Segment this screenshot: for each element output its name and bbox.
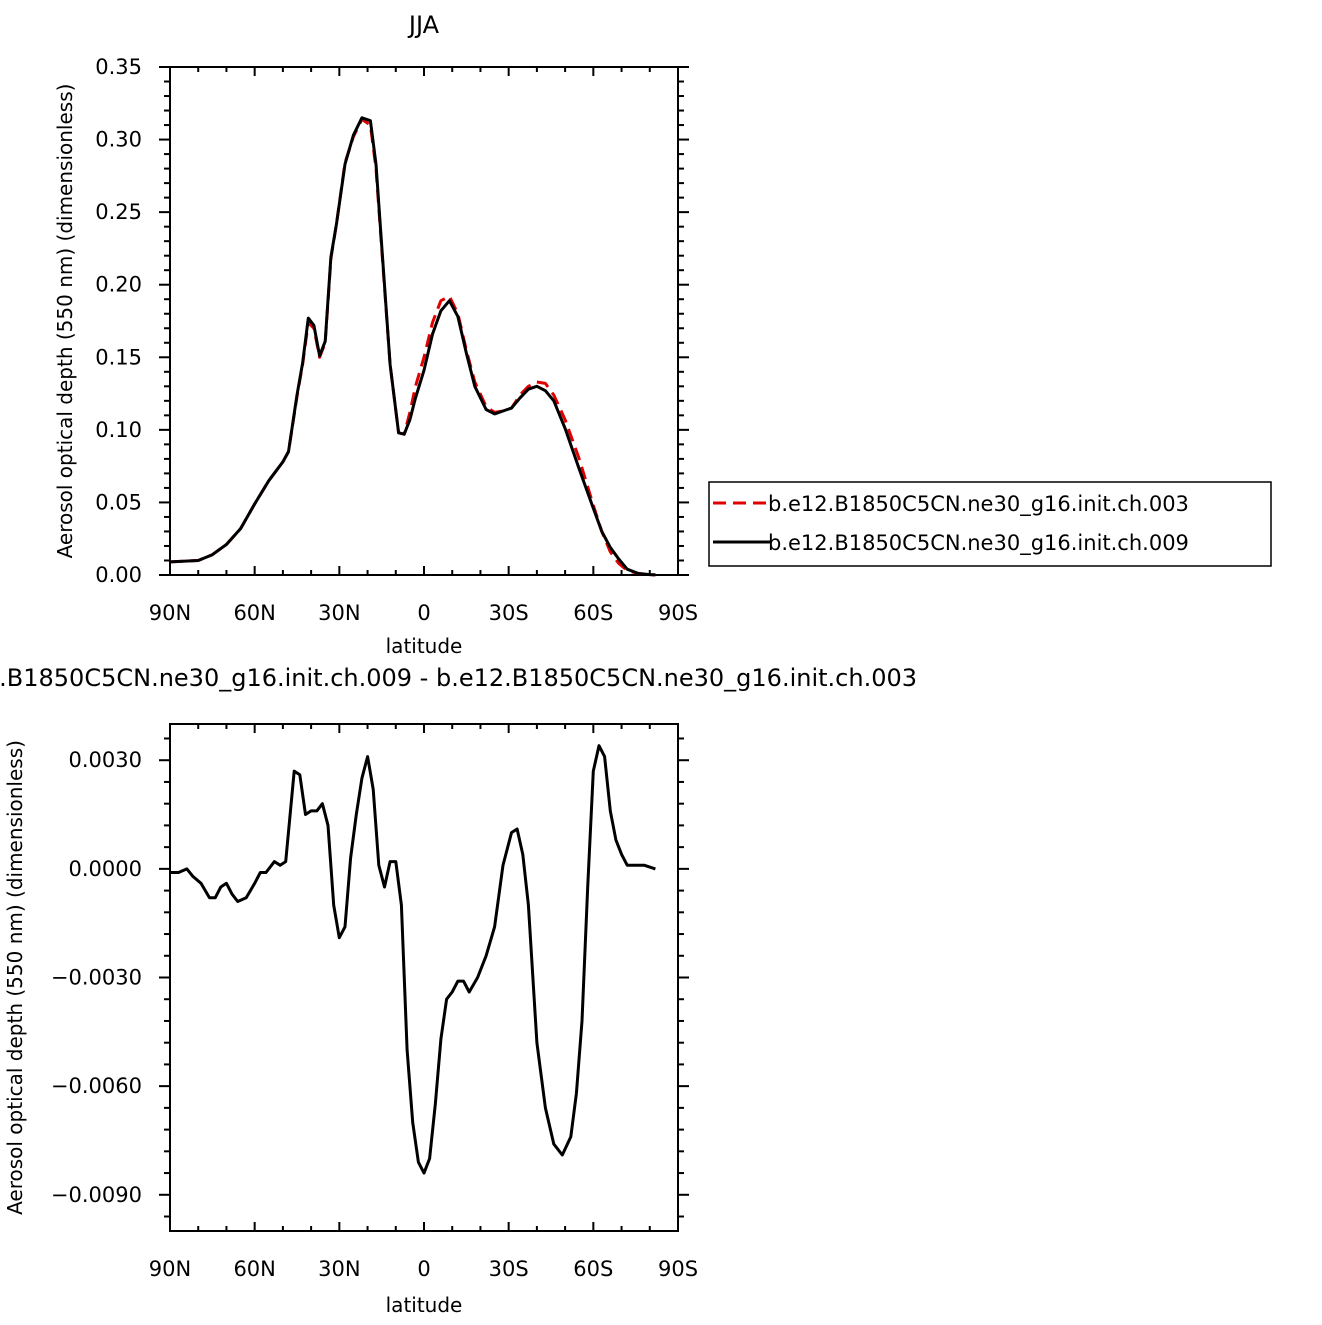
series-line-1 xyxy=(169,116,656,577)
plot-frame xyxy=(169,66,679,576)
x-axis-title: latitude xyxy=(386,1293,463,1317)
x-tick-label: 90S xyxy=(658,1257,698,1281)
y-axis-title: Aerosol optical depth (550 nm) (dimensio… xyxy=(53,84,77,559)
x-tick-label: 30N xyxy=(318,601,360,625)
legend: b.e12.B1850C5CN.ne30_g16.init.ch.003 b.e1… xyxy=(708,481,1272,567)
y-axis-title: Aerosol optical depth (550 nm) (dimensio… xyxy=(3,740,27,1215)
y-tick-label: 0.20 xyxy=(95,273,142,297)
x-tick-label: 30S xyxy=(489,1257,529,1281)
x-axis-title: latitude xyxy=(386,634,463,658)
y-tick-label: 0.0000 xyxy=(69,857,142,881)
x-tick-label: 60N xyxy=(233,601,275,625)
y-tick-label: −0.0060 xyxy=(51,1074,142,1098)
y-tick-label: 0.30 xyxy=(95,128,142,152)
y-tick-label: 0.05 xyxy=(95,490,142,514)
x-tick-label: 0 xyxy=(417,1257,430,1281)
plot-title: b.e12.B1850C5CN.ne30_g16.init.ch.009 - b… xyxy=(0,664,917,692)
x-tick-label: 90N xyxy=(149,1257,191,1281)
y-tick-label: −0.0030 xyxy=(51,966,142,990)
legend-label-1: b.e12.B1850C5CN.ne30_g16.init.ch.009 xyxy=(768,531,1189,556)
y-tick-label: 0.15 xyxy=(95,345,142,369)
bottom-plot: 90N 60N 30N 0 30S 60S 90S 0.0030 0.0000 −0.0030 −0… xyxy=(0,664,917,1317)
x-tick-label: 0 xyxy=(417,601,430,625)
plot-title: JJA xyxy=(407,11,440,39)
y-tick-label: 0.10 xyxy=(95,418,142,442)
x-tick-label: 60S xyxy=(573,601,613,625)
y-tick-label: 0.00 xyxy=(95,563,142,587)
series-line-0 xyxy=(169,117,656,577)
x-tick-label: 90S xyxy=(658,601,698,625)
x-tick-label: 30N xyxy=(318,1257,360,1281)
x-tick-label: 60N xyxy=(233,1257,275,1281)
y-tick-label: 0.0030 xyxy=(69,748,142,772)
x-tick-label: 60S xyxy=(573,1257,613,1281)
y-tick-label: 0.25 xyxy=(95,200,142,224)
legend-box xyxy=(708,481,1272,567)
series-line-0 xyxy=(170,744,656,1175)
legend-label-0: b.e12.B1850C5CN.ne30_g16.init.ch.003 xyxy=(768,492,1189,517)
y-tick-label: −0.0090 xyxy=(51,1183,142,1207)
plot-frame xyxy=(169,723,679,1232)
top-plot: 90N 60N 30N 0 30S 60S 90S 0.00 0.05 0.10 0.15 0.20 0… xyxy=(53,11,698,658)
x-tick-label: 30S xyxy=(489,601,529,625)
x-tick-label: 90N xyxy=(149,601,191,625)
y-tick-label: 0.35 xyxy=(95,55,142,79)
